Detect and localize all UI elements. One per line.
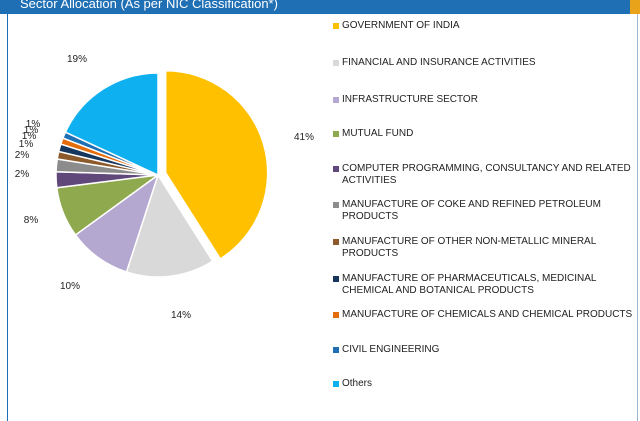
legend-label: FINANCIAL AND INSURANCE ACTIVITIES	[342, 57, 536, 68]
slice-label-3: 10%	[60, 281, 80, 292]
pie-slice-11	[64, 72, 159, 177]
header-bar: Sector Allocation (As per NIC Classifica…	[0, 0, 640, 14]
page-title: Sector Allocation (As per NIC Classifica…	[20, 0, 278, 11]
legend-item: COMPUTER PROGRAMMING, CONSULTANCY AND RE…	[333, 163, 633, 187]
legend-item: CIVIL ENGINEERING	[333, 344, 633, 356]
slice-label-6: 2%	[15, 150, 30, 161]
legend-swatch	[333, 381, 339, 387]
legend-label: GOVERNMENT OF INDIA	[342, 20, 460, 31]
legend-swatch	[333, 202, 339, 208]
right-divider	[637, 14, 638, 421]
legend-label: MANUFACTURE OF COKE AND REFINED PETROLEU…	[342, 199, 601, 222]
legend-swatch	[333, 347, 339, 353]
slice-label-2: 14%	[171, 310, 191, 321]
pie-slice-1	[164, 70, 269, 260]
slice-label-8: 1%	[22, 131, 37, 142]
legend-swatch	[333, 239, 339, 245]
slice-label-4: 8%	[24, 215, 39, 226]
slice-label-10: 1%	[26, 119, 41, 130]
slice-label-5: 2%	[15, 169, 30, 180]
legend-label: INFRASTRUCTURE SECTOR	[342, 94, 478, 105]
legend-item: Others	[333, 378, 633, 390]
legend-label: Others	[342, 378, 373, 389]
legend-swatch	[333, 60, 339, 66]
legend-label: COMPUTER PROGRAMMING, CONSULTANCY AND RE…	[342, 163, 631, 186]
slice-label-9: 1%	[24, 125, 39, 136]
legend-label: MANUFACTURE OF CHEMICALS AND CHEMICAL PR…	[342, 309, 633, 320]
legend-swatch	[333, 276, 339, 282]
legend-item: GOVERNMENT OF INDIA	[333, 20, 633, 32]
legend-swatch	[333, 166, 339, 172]
legend-item: MANUFACTURE OF COKE AND REFINED PETROLEU…	[333, 199, 633, 223]
header-corner-accent	[630, 0, 640, 14]
legend-item: MANUFACTURE OF OTHER NON-METALLIC MINERA…	[333, 236, 633, 260]
legend-swatch	[333, 97, 339, 103]
legend-label: MANUFACTURE OF PHARMACEUTICALS, MEDICINA…	[342, 273, 597, 296]
left-divider	[7, 14, 8, 421]
slice-label-7: 1%	[19, 139, 34, 150]
legend-item: MANUFACTURE OF PHARMACEUTICALS, MEDICINA…	[333, 273, 633, 297]
pie-slice-2	[125, 173, 214, 278]
slice-label-1: 41%	[294, 132, 314, 143]
legend-item: MUTUAL FUND	[333, 128, 633, 140]
legend-item: INFRASTRUCTURE SECTOR	[333, 94, 633, 106]
legend-label: CIVIL ENGINEERING	[342, 344, 440, 355]
slice-label-11: 19%	[67, 54, 87, 65]
legend-swatch	[333, 312, 339, 318]
legend-swatch	[333, 131, 339, 137]
legend-label: MANUFACTURE OF OTHER NON-METALLIC MINERA…	[342, 236, 596, 259]
legend-label: MUTUAL FUND	[342, 128, 414, 139]
legend-swatch	[333, 23, 339, 29]
legend-item: FINANCIAL AND INSURANCE ACTIVITIES	[333, 57, 633, 69]
legend-item: MANUFACTURE OF CHEMICALS AND CHEMICAL PR…	[333, 309, 633, 321]
